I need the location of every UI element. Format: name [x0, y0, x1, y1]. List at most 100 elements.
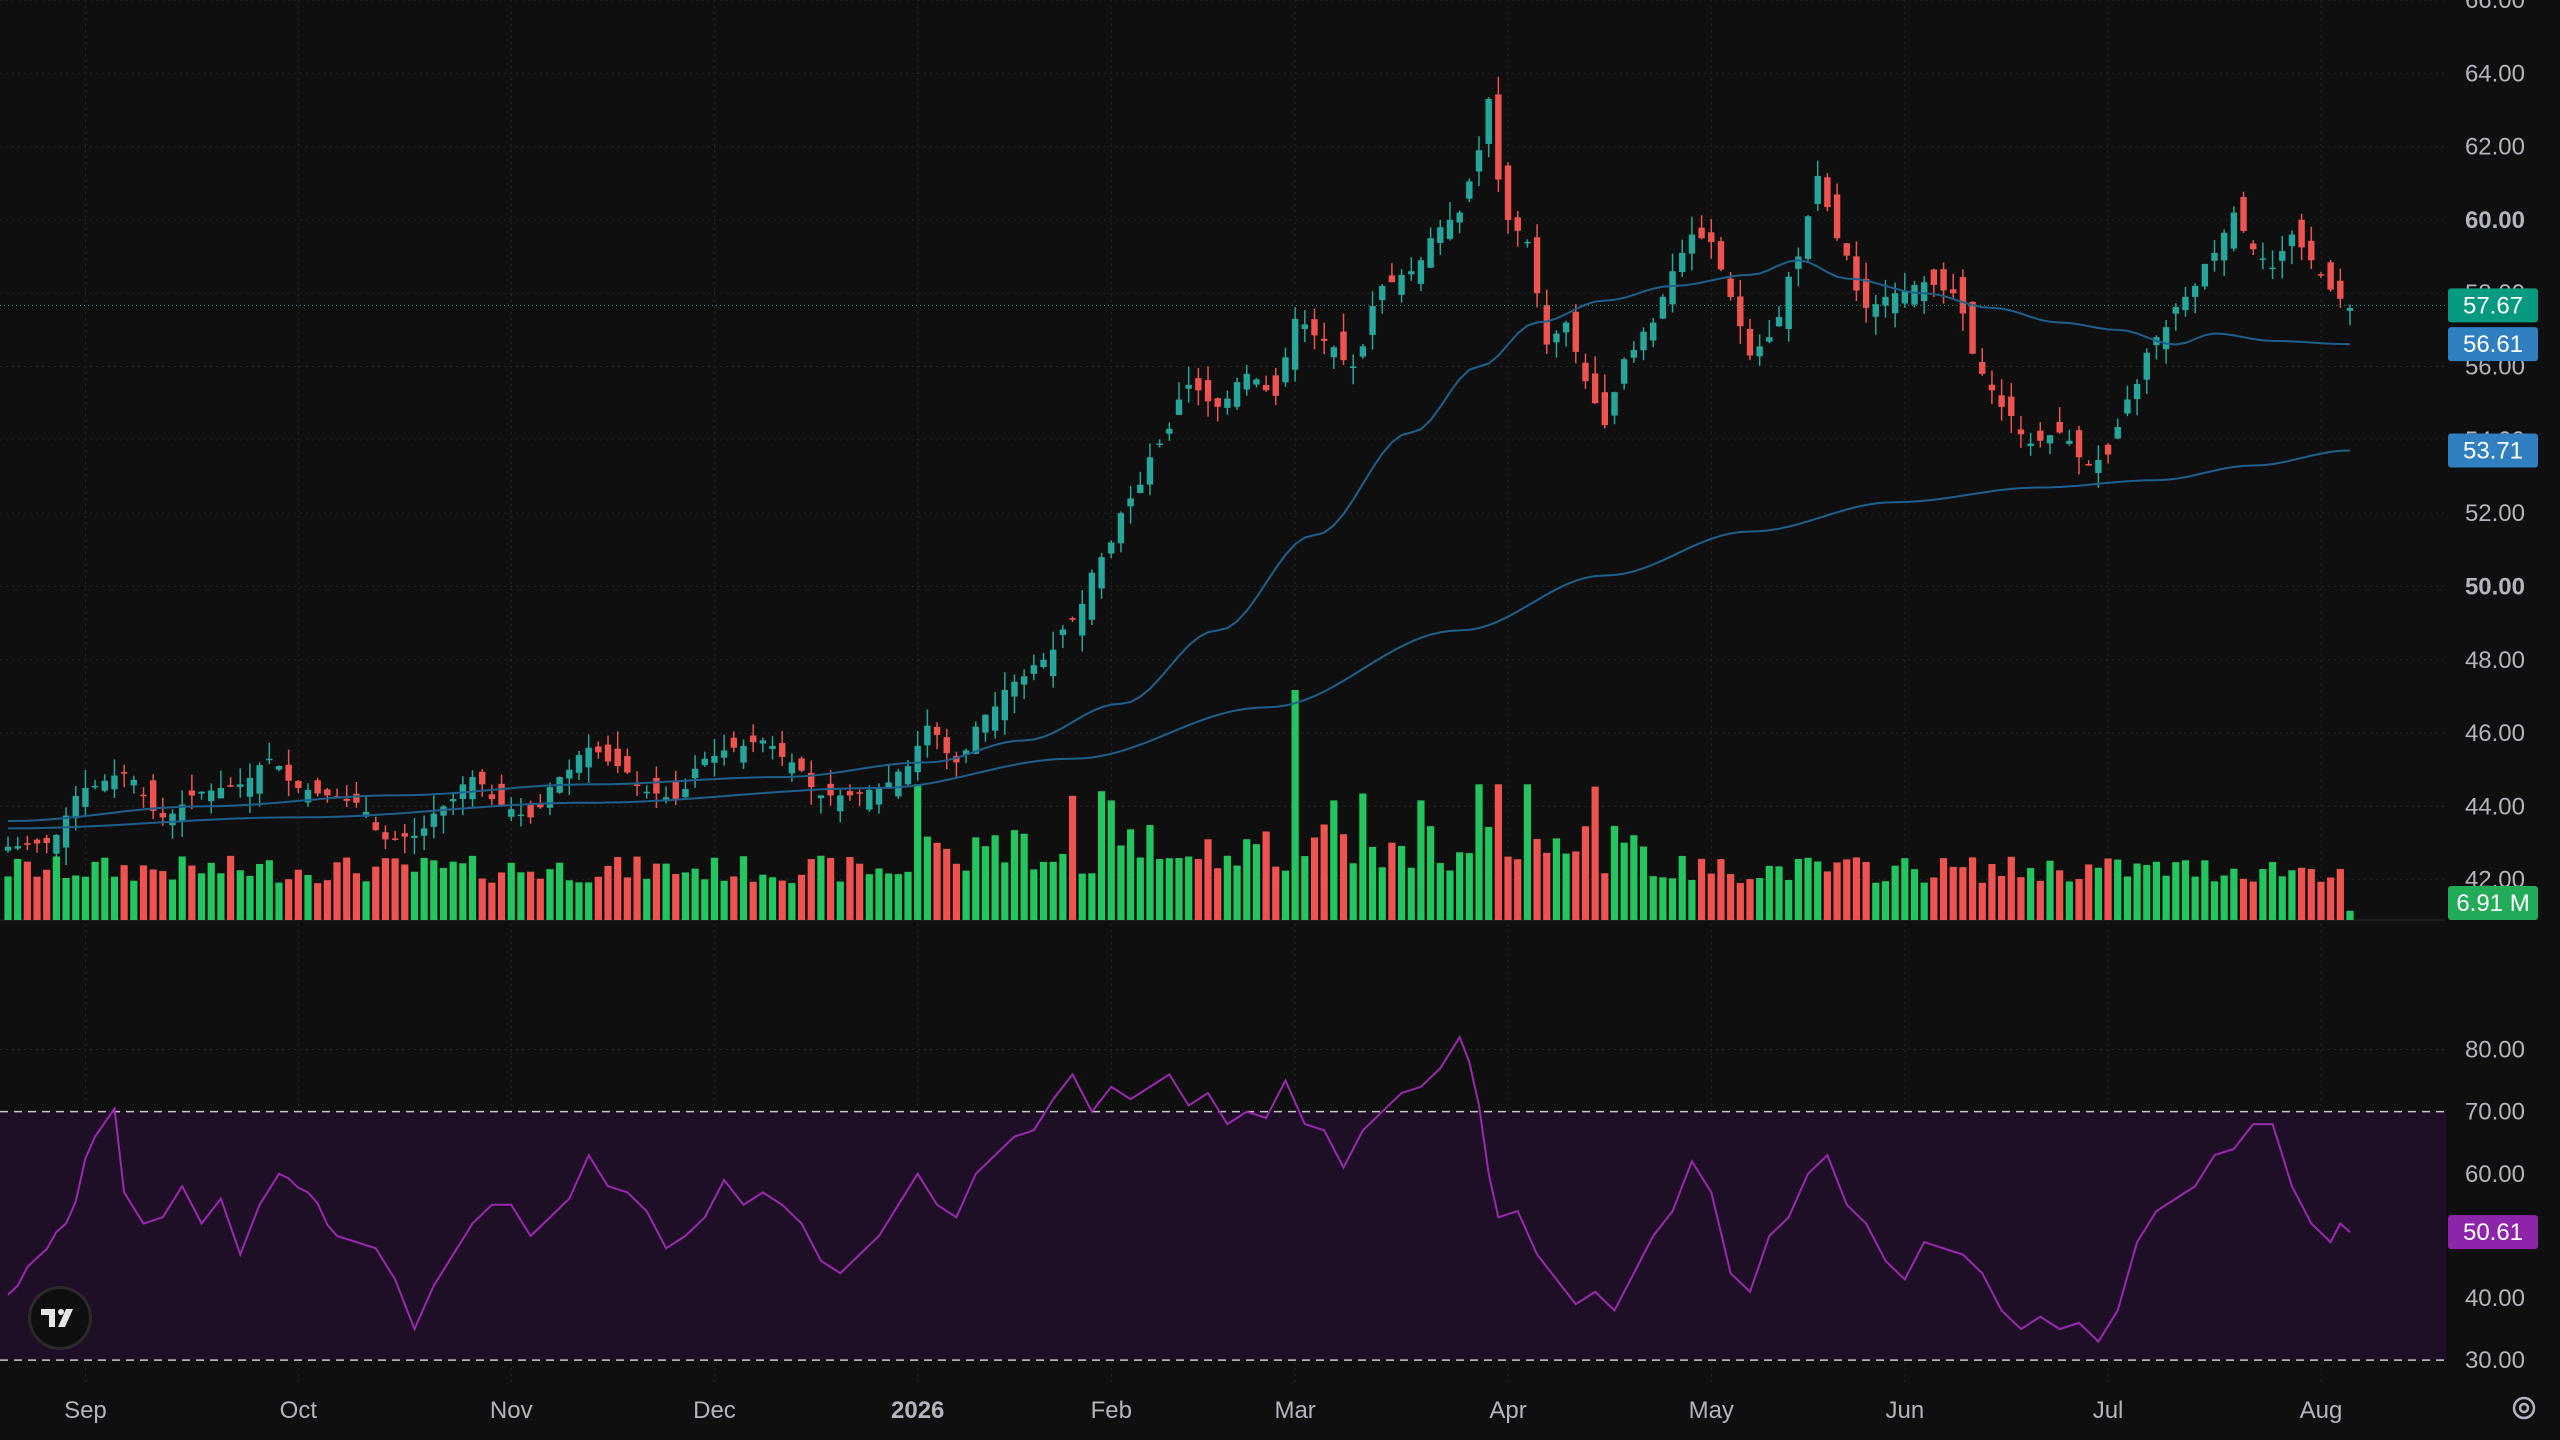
- volume-bar: [1156, 859, 1164, 920]
- volume-bar: [1291, 690, 1299, 920]
- candle-body: [72, 796, 79, 819]
- volume-bar: [323, 880, 331, 920]
- volume-bar: [614, 857, 622, 920]
- tradingview-logo-icon: [41, 1309, 73, 1327]
- volume-bar: [1397, 845, 1406, 920]
- candle-body: [2046, 435, 2054, 444]
- candle-body: [1504, 165, 1512, 220]
- candle-body: [595, 746, 602, 753]
- rsi-tag: 50.61: [2463, 1219, 2523, 1246]
- candle-body: [508, 809, 515, 817]
- volume-bar: [730, 876, 738, 920]
- settings-gear-icon[interactable]: [2508, 1392, 2540, 1424]
- volume-bar: [875, 868, 883, 920]
- candle-body: [1437, 227, 1444, 243]
- volume-bar: [788, 883, 796, 920]
- volume-bar: [1697, 858, 1706, 920]
- volume-bar: [2336, 868, 2344, 920]
- candle-body: [1843, 243, 1850, 256]
- candle-body: [2191, 285, 2199, 297]
- volume-bar: [110, 876, 119, 920]
- volume-bar: [1233, 865, 1241, 920]
- candle-body: [1388, 275, 1396, 283]
- volume-bar: [807, 859, 815, 920]
- candle-body: [2288, 234, 2296, 247]
- candle-body: [2017, 429, 2025, 435]
- volume-bar: [1243, 839, 1251, 920]
- candle-body: [1930, 269, 1938, 285]
- candle-body: [1998, 395, 2005, 407]
- candle-body: [43, 837, 50, 844]
- volume-bar: [2162, 875, 2170, 920]
- volume-bar: [14, 858, 22, 920]
- volume-bar: [72, 875, 80, 920]
- volume-bar: [2152, 861, 2161, 920]
- volume-bar: [2114, 859, 2122, 920]
- volume-bar: [1030, 869, 1038, 920]
- candle-body: [1630, 350, 1638, 358]
- volume-bar: [2239, 878, 2248, 920]
- volume-bar: [497, 872, 506, 920]
- candle-body: [324, 789, 331, 796]
- volume-bar: [81, 876, 90, 920]
- candle-body: [1862, 278, 1870, 308]
- volume-bar: [91, 861, 99, 920]
- volume-bar: [662, 863, 670, 920]
- candle-body: [2133, 383, 2141, 400]
- candle-body: [343, 798, 350, 801]
- candle-body: [91, 785, 99, 788]
- candle-body: [1146, 457, 1154, 485]
- volume-bar: [701, 879, 709, 920]
- volume-bar: [681, 872, 690, 920]
- tradingview-logo[interactable]: [28, 1286, 92, 1350]
- volume-bar: [962, 870, 970, 920]
- candle-body: [1882, 296, 1889, 306]
- candle-body: [691, 768, 699, 779]
- volume-bar: [536, 878, 544, 920]
- candle-body: [1988, 384, 1996, 391]
- volume-bar: [275, 882, 283, 920]
- volume-bar: [575, 882, 583, 920]
- candle-body: [517, 814, 525, 817]
- ma50-tag-bg: [2448, 327, 2538, 362]
- volume-bar: [1785, 879, 1793, 920]
- volume-bar: [1185, 856, 1193, 920]
- volume-bar: [1833, 862, 1841, 920]
- volume-bar: [2065, 881, 2073, 920]
- volume-bar: [749, 881, 757, 920]
- candle-body: [2027, 443, 2034, 446]
- candle-body: [2124, 399, 2131, 414]
- candle-body: [585, 747, 592, 768]
- volume-bar: [1562, 853, 1570, 920]
- ma200-tag: 53.71: [2463, 437, 2523, 464]
- candle-body: [149, 780, 157, 811]
- ma50-line: [7, 259, 2351, 822]
- candle-body: [1030, 665, 1038, 674]
- volume-bar: [943, 848, 951, 920]
- volume-bar: [1514, 859, 1522, 920]
- volume-bar: [1901, 858, 1909, 920]
- volume-bar: [2143, 864, 2151, 920]
- candle-body: [1543, 305, 1550, 345]
- candle-body: [1833, 194, 1841, 239]
- volume-bar: [2201, 860, 2209, 920]
- candle-body: [2066, 440, 2073, 444]
- candle-body: [2095, 460, 2102, 473]
- candle-body: [101, 780, 108, 791]
- volume-bar: [159, 871, 167, 920]
- candle-body: [720, 750, 728, 758]
- volume-bar: [352, 873, 360, 920]
- time-tick-label: 2026: [891, 1397, 944, 1424]
- candle-body: [440, 806, 447, 816]
- volume-bar: [691, 868, 699, 920]
- volume-bar: [2181, 860, 2190, 920]
- candle-body: [2346, 307, 2354, 311]
- candle-body: [1669, 271, 1676, 305]
- candle-body: [1243, 373, 1250, 390]
- candle-body: [1466, 181, 1473, 199]
- candle-body: [372, 822, 379, 831]
- candle-body: [1272, 375, 1279, 396]
- candle-body: [701, 758, 708, 766]
- last-price-tag-bg: [2448, 288, 2538, 323]
